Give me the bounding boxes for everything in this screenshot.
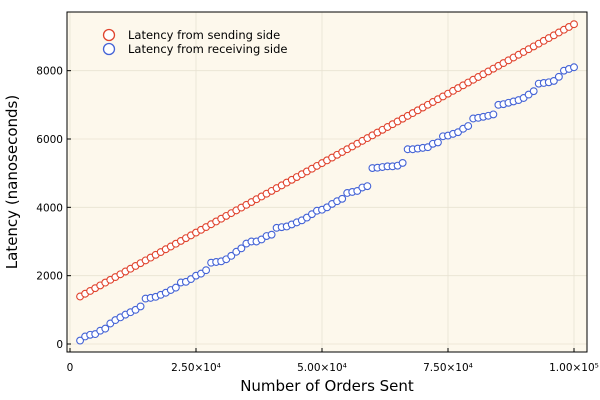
data-point xyxy=(267,230,276,239)
legend-marker-receiving xyxy=(102,42,116,56)
data-point xyxy=(570,63,578,72)
data-point xyxy=(529,87,538,96)
y-tick-label: 0 xyxy=(56,339,63,351)
x-axis-title: Number of Orders Sent xyxy=(240,377,414,395)
series-receiving xyxy=(76,63,578,345)
data-point xyxy=(171,283,180,292)
legend-label-receiving: Latency from receiving side xyxy=(128,42,287,56)
data-point xyxy=(549,76,558,85)
data-point xyxy=(398,158,407,167)
data-point xyxy=(570,20,578,29)
data-point xyxy=(202,266,211,275)
x-tick-label: 1.00×10⁵ xyxy=(549,362,599,374)
data-series xyxy=(76,20,578,345)
x-tick-label: 5.00×10⁴ xyxy=(297,362,347,374)
data-point xyxy=(237,244,246,253)
y-axis-title: Latency (nanoseconds) xyxy=(3,95,21,269)
data-point xyxy=(136,302,145,311)
y-tick-label: 8000 xyxy=(36,66,63,78)
data-point xyxy=(101,324,110,333)
data-point xyxy=(338,194,347,203)
y-tick-label: 2000 xyxy=(36,271,63,283)
legend-label-sending: Latency from sending side xyxy=(128,28,280,42)
legend: Latency from sending side Latency from r… xyxy=(102,28,287,56)
y-tick-label: 4000 xyxy=(36,202,63,214)
series-sending xyxy=(76,20,578,301)
data-point xyxy=(464,122,473,130)
x-tick-label: 0 xyxy=(67,362,74,374)
data-point xyxy=(363,182,372,191)
plot-area xyxy=(66,11,588,353)
y-axis-ticks: 0 2000 4000 6000 8000 xyxy=(36,66,71,351)
x-tick-label: 2.50×10⁴ xyxy=(171,362,221,374)
data-point xyxy=(76,336,85,345)
plot-frame xyxy=(66,11,588,353)
x-axis-ticks: 0 2.50×10⁴ 5.00×10⁴ 7.50×10⁴ 1.00×10⁵ xyxy=(67,348,599,374)
legend-marker-sending xyxy=(102,28,116,42)
grid-lines xyxy=(67,12,587,352)
y-tick-label: 6000 xyxy=(36,134,63,146)
data-point xyxy=(489,110,498,119)
x-tick-label: 7.50×10⁴ xyxy=(423,362,473,374)
data-point xyxy=(227,251,236,260)
data-point xyxy=(554,72,563,81)
data-point xyxy=(433,138,442,147)
